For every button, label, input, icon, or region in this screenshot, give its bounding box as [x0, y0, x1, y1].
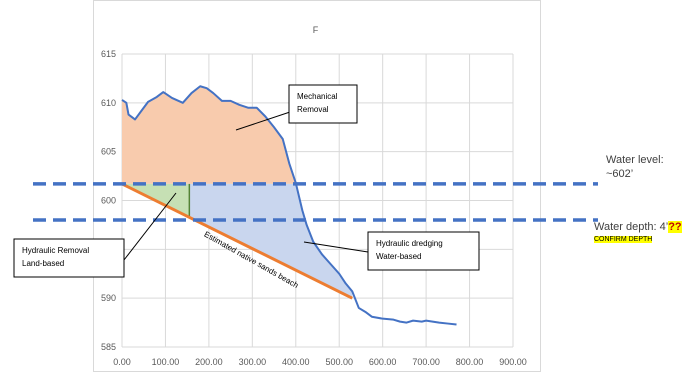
x-tick-label: 600.00 [369, 357, 397, 367]
x-tick-label: 900.00 [499, 357, 527, 367]
y-tick-label: 610 [101, 98, 116, 108]
mechanical-callout-box [288, 84, 358, 124]
confirm-depth-note: CONFIRM DEPTH [594, 236, 653, 243]
y-tick-label: 600 [101, 196, 116, 206]
water-level-line1: Water level: [606, 154, 664, 166]
water-depth-text: Water depth: 4’ [594, 221, 669, 233]
y-tick-label: 590 [101, 293, 116, 303]
y-tick-label: 585 [101, 342, 116, 352]
water-level-line2: ~602’ [606, 168, 634, 180]
hydraulic-water-callout-box [367, 231, 480, 271]
mechanical-leader [235, 111, 291, 131]
mechanical-callout-text: Mechanical [297, 92, 338, 101]
chart-title: F [313, 25, 319, 35]
water-level-label: Water level: ~602’ [606, 154, 664, 180]
hydraulic-water-leader [303, 241, 369, 253]
hydraulic-water-callout-text: Hydraulic dredging [376, 239, 443, 248]
y-tick-label: 615 [101, 49, 116, 59]
x-tick-label: 300.00 [239, 357, 267, 367]
y-tick-label: 605 [101, 147, 116, 157]
hydraulic-land-callout-box [13, 238, 125, 278]
x-tick-label: 200.00 [195, 357, 223, 367]
water-depth-label: Water depth: 4’?? [594, 221, 682, 233]
x-tick-label: 800.00 [456, 357, 484, 367]
x-tick-label: 700.00 [412, 357, 440, 367]
x-tick-label: 0.00 [113, 357, 131, 367]
water-depth-flag: ?? [668, 221, 682, 233]
x-tick-label: 400.00 [282, 357, 310, 367]
x-tick-label: 100.00 [152, 357, 180, 367]
hydraulic-water-callout-text: Water-based [376, 252, 422, 261]
native-sands-line [121, 182, 353, 300]
region-hydraulic-water [189, 183, 353, 299]
profile-line [121, 85, 457, 326]
region-mechanical-removal [122, 86, 297, 184]
hydraulic-land-callout-text: Hydraulic Removal [22, 246, 89, 255]
hydraulic-land-leader [123, 192, 177, 261]
x-tick-label: 500.00 [325, 357, 353, 367]
mechanical-callout-text: Removal [297, 105, 329, 114]
hydraulic-land-callout-text: Land-based [22, 259, 64, 268]
